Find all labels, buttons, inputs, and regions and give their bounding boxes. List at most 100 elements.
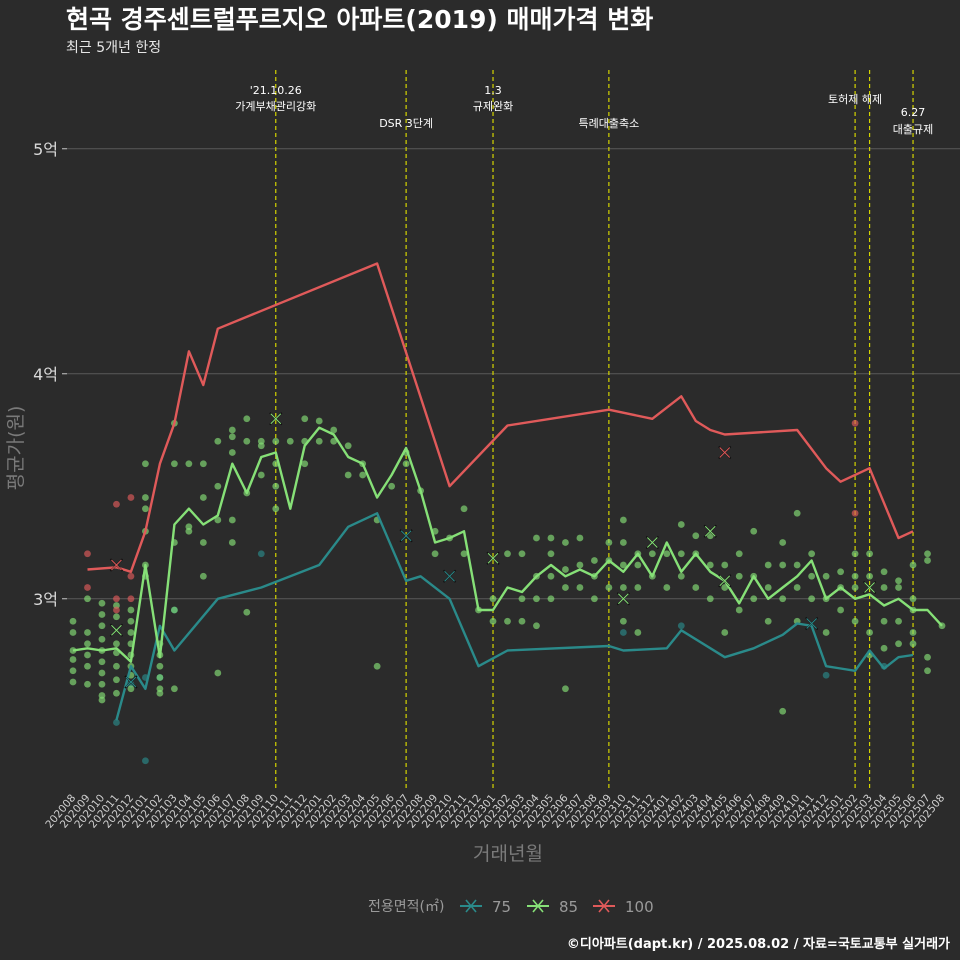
scatter-point-85 [185, 460, 193, 468]
scatter-point-85 [170, 460, 178, 468]
cross-stroke [719, 575, 731, 587]
scatter-point-100 [127, 572, 135, 580]
scatter-point-85 [533, 595, 540, 603]
scatter-point-85 [84, 651, 91, 659]
scatter-point-75 [113, 719, 120, 726]
cross-marker-85 [645, 535, 659, 550]
scatter-point-85 [84, 595, 91, 603]
y-axis-label: 평균가(원) [5, 406, 27, 491]
event-label: 가계부채관리강화 [235, 100, 316, 113]
scatter-point-85 [142, 505, 149, 513]
cross-marker-100 [109, 558, 124, 572]
scatter-point-85 [142, 494, 149, 501]
series-line-75 [115, 512, 914, 721]
event-label: 토허제 해제 [828, 92, 882, 106]
series-lines [72, 262, 943, 721]
scatter-point-85 [228, 449, 236, 456]
cross-marker-75 [124, 675, 138, 689]
scatter-point-85 [359, 471, 367, 479]
chart-subtitle: 최근 5개년 한정 [66, 40, 161, 56]
scatter-point-85 [214, 482, 222, 490]
scatter-point-85 [518, 617, 526, 625]
scatter-point-85 [113, 689, 120, 697]
scatter-point-85 [866, 550, 873, 558]
event-label: 1.3 [484, 84, 502, 97]
scatter-point-85 [909, 595, 917, 603]
scatter-point-85 [706, 595, 714, 603]
cross-stroke [111, 624, 122, 636]
scatter-point-100 [851, 509, 859, 517]
scatter-point-85 [489, 617, 497, 625]
scatter-point-75 [257, 550, 265, 558]
scatter-point-85 [706, 561, 714, 569]
scatter-point-75 [677, 622, 685, 630]
scatter-point-85 [880, 568, 888, 576]
scatter-point-85 [750, 595, 758, 603]
scatter-point-85 [257, 471, 265, 479]
scatter-point-85 [576, 561, 584, 569]
scatter-point-85 [69, 656, 77, 663]
scatter-point-85 [605, 584, 613, 591]
legend: 전용면적(㎡) 75 85 100 [368, 898, 654, 916]
scatter-point-85 [504, 617, 511, 625]
scatter-point-85 [518, 550, 526, 558]
scatter-point-85 [533, 622, 540, 630]
cross-stroke [864, 582, 875, 593]
scatter-point-85 [69, 629, 77, 636]
scatter-point-85 [330, 426, 338, 434]
cross-stroke [487, 552, 499, 564]
scatter-point-85 [619, 539, 627, 546]
cross-stroke [125, 676, 137, 688]
scatter-point-85 [692, 532, 700, 540]
scatter-point-85 [547, 550, 555, 558]
scatter-point-85 [808, 595, 816, 603]
cross-markers [109, 412, 877, 689]
scatter-point-85 [677, 572, 685, 580]
scatter-point-85 [127, 629, 135, 636]
scatter-point-85 [156, 689, 164, 697]
x-axis-label: 거래년월 [473, 843, 543, 865]
y-tick-label: 4억 [33, 365, 58, 384]
cross-marker-85 [269, 412, 283, 426]
scatter-point-85 [199, 572, 207, 580]
scatter-point-85 [576, 534, 584, 542]
scatter-point-85 [837, 606, 845, 614]
scatter-point-85 [113, 640, 120, 648]
scatter-point-85 [619, 516, 627, 524]
scatter-point-85 [113, 662, 120, 670]
scatter-point-75 [822, 671, 830, 679]
cross-stroke [806, 618, 818, 629]
cross-stroke [646, 537, 658, 548]
scatter-point-85 [764, 584, 772, 591]
cross-stroke [400, 530, 412, 542]
scatter-point-85 [605, 539, 613, 546]
scatter-point-85 [924, 653, 931, 661]
scatter-point-85 [142, 460, 149, 468]
scatter-point-85 [793, 561, 801, 569]
scatter-point-85 [228, 426, 236, 434]
cross-stroke [270, 413, 282, 425]
series-line-85 [72, 426, 943, 663]
scatter-point-85 [591, 595, 598, 603]
event-label: 규제완화 [473, 100, 513, 113]
scatter-point-85 [113, 613, 120, 621]
cross-marker-100 [718, 445, 732, 460]
scatter-point-85 [837, 568, 845, 576]
legend-label: 75 [492, 898, 511, 916]
scatter-point-85 [764, 561, 772, 569]
scatter-point-85 [504, 550, 511, 558]
scatter-point-85 [924, 550, 931, 558]
scatter-point-85 [98, 611, 106, 618]
y-tick-label: 5억 [33, 140, 58, 159]
cross-stroke [719, 447, 731, 458]
scatter-point-100 [127, 494, 135, 501]
cross-marker-85 [718, 574, 732, 588]
scatter-point-85 [808, 572, 816, 580]
scatter-point-85 [214, 669, 222, 677]
scatter-point-85 [344, 442, 352, 450]
scatter-point-85 [98, 635, 106, 643]
scatter-point-85 [924, 557, 931, 564]
scatter-point-85 [243, 415, 251, 423]
legend-key-cross [532, 899, 544, 913]
scatter-point-85 [344, 471, 352, 479]
